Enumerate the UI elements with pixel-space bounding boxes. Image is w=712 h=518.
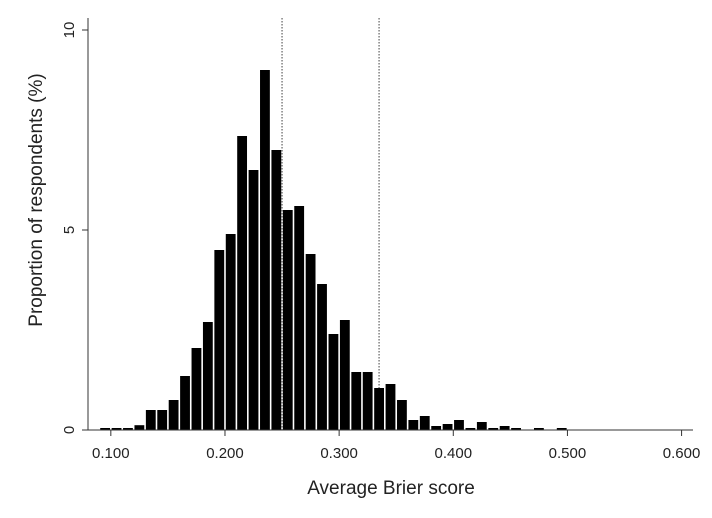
x-tick-label: 0.200 bbox=[206, 445, 244, 462]
x-tick-label: 0.300 bbox=[320, 445, 358, 462]
x-tick-label: 0.400 bbox=[435, 445, 473, 462]
histogram-bar bbox=[168, 400, 179, 430]
histogram-bar bbox=[362, 372, 373, 430]
histogram-bar bbox=[237, 136, 248, 430]
y-axis-label: Proportion of respondents (%) bbox=[26, 73, 47, 326]
histogram-bar bbox=[408, 420, 419, 430]
histogram-bar bbox=[374, 388, 384, 430]
histogram-bar bbox=[454, 420, 464, 430]
histogram-bar bbox=[111, 428, 122, 430]
histogram-bar bbox=[305, 254, 316, 430]
histogram-bar bbox=[556, 428, 567, 430]
histogram-bar bbox=[476, 422, 487, 430]
histogram-bar bbox=[431, 426, 442, 430]
histogram-bar bbox=[214, 250, 225, 430]
y-tick-label: 0 bbox=[61, 426, 78, 434]
histogram-bar bbox=[351, 372, 362, 430]
histogram-bar bbox=[317, 284, 327, 430]
histogram-bar bbox=[282, 210, 293, 430]
histogram-bar bbox=[271, 150, 282, 430]
histogram-bar bbox=[202, 322, 213, 430]
y-tick-label: 5 bbox=[61, 226, 78, 234]
histogram-bar bbox=[248, 170, 259, 430]
histogram-bar bbox=[499, 426, 510, 430]
histogram-bar bbox=[191, 348, 202, 430]
histogram-bar bbox=[123, 428, 133, 430]
axes: 0 5 10 0.100 0.200 0.300 0.400 0.500 0.600 bbox=[61, 18, 700, 462]
histogram-bar bbox=[328, 334, 339, 430]
histogram-bar bbox=[157, 410, 168, 430]
histogram-bar bbox=[397, 400, 407, 430]
histogram-bar bbox=[260, 70, 270, 430]
y-tick-label: 10 bbox=[61, 22, 78, 39]
histogram-bar bbox=[488, 428, 499, 430]
histogram-bar bbox=[442, 424, 453, 430]
histogram-bar bbox=[225, 234, 236, 430]
histogram-bar bbox=[533, 428, 544, 430]
histogram-bar bbox=[134, 425, 145, 430]
histogram-bar bbox=[180, 376, 190, 430]
histogram-bar bbox=[465, 428, 476, 430]
x-tick-label: 0.600 bbox=[663, 445, 701, 462]
histogram-bar bbox=[294, 206, 305, 430]
histogram-bar bbox=[511, 428, 521, 430]
histogram-bar bbox=[339, 320, 350, 430]
x-tick-label: 0.100 bbox=[92, 445, 130, 462]
x-axis-label: Average Brier score bbox=[307, 478, 475, 499]
histogram-bar bbox=[385, 384, 396, 430]
histogram-bar bbox=[145, 410, 156, 430]
x-tick-label: 0.500 bbox=[549, 445, 587, 462]
histogram-bar bbox=[419, 416, 430, 430]
reference-lines bbox=[281, 18, 380, 430]
histogram-bars bbox=[100, 70, 567, 430]
histogram-bar bbox=[100, 428, 111, 430]
